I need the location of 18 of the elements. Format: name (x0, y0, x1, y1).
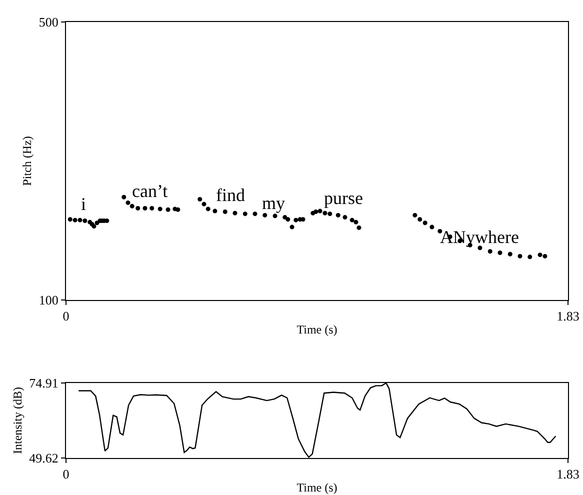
x-axis-title: Time (s) (296, 480, 338, 494)
y-tick-label: 74.91 (29, 376, 58, 391)
annotation: can’t (132, 181, 168, 201)
y-tick-label: 500 (38, 14, 58, 30)
x-tick-label: 1.83 (556, 466, 580, 482)
x-tick-label: 0 (62, 466, 70, 482)
x-tick-label: 1.83 (556, 308, 580, 324)
annotation: i (81, 194, 86, 214)
annotation: ANywhere (440, 227, 519, 247)
x-tick-label: 0 (62, 308, 70, 324)
annotation: find (216, 185, 245, 205)
x-axis-title: Time (s) (296, 322, 338, 336)
y-axis-title: Intensity (dB) (10, 387, 24, 454)
annotation: my (262, 193, 286, 213)
y-tick-label: 49.62 (29, 450, 58, 466)
annotation: purse (324, 188, 363, 208)
y-tick-label: 100 (38, 292, 58, 308)
y-axis-title: Pitch (Hz) (20, 136, 34, 186)
